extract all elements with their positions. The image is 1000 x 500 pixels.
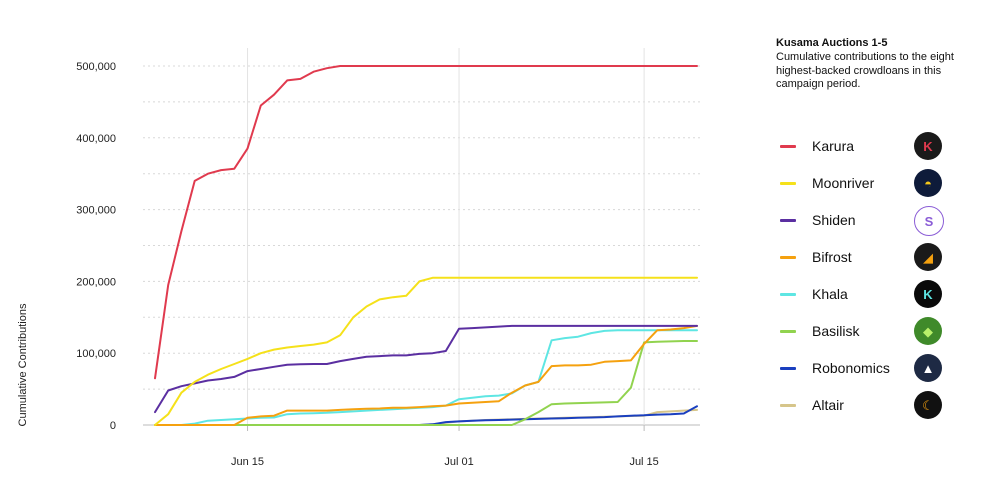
legend-swatch (780, 404, 796, 407)
series-line-basilisk (154, 340, 698, 426)
x-tick-label: Jul 15 (629, 456, 658, 468)
y-tick-label: 200,000 (76, 276, 116, 288)
y-tick-label: 300,000 (76, 205, 116, 217)
y-tick-label: 400,000 (76, 133, 116, 145)
legend-label: Karura (812, 138, 855, 154)
khala-logo-icon: K (914, 280, 942, 308)
moonriver-logo-icon: ◓ (914, 169, 942, 197)
basilisk-logo-icon: ◆ (914, 317, 942, 345)
legend-swatch (780, 182, 796, 185)
legend-item-shiden: Shiden S (776, 202, 976, 239)
chart-title: Kusama Auctions 1-5 (776, 37, 888, 49)
gridlines (143, 48, 700, 426)
series-line-robonomics (154, 405, 698, 426)
legend-swatch (780, 256, 796, 259)
x-tick-label: Jun 15 (231, 456, 264, 468)
y-axis-ticks: 0 100,000 200,000 300,000 400,000 500,000 (76, 61, 116, 432)
legend-label: Altair (812, 397, 844, 413)
legend-item-bifrost: Bifrost ◢ (776, 239, 976, 276)
legend-label: Shiden (812, 212, 856, 228)
series-line-karura (154, 65, 698, 380)
altair-logo-icon: ☾ (914, 391, 942, 419)
y-tick-label: 500,000 (76, 61, 116, 73)
legend-item-moonriver: Moonriver ◓ (776, 165, 976, 202)
line-chart: 0 100,000 200,000 300,000 400,000 500,000 Jun… (17, 48, 700, 468)
bifrost-logo-icon: ◢ (914, 243, 942, 271)
series-line-moonriver (154, 276, 698, 426)
series-line-shiden (154, 324, 698, 414)
series-line-bifrost (154, 324, 698, 426)
karura-logo-icon: K (914, 132, 942, 160)
legend-label: Bifrost (812, 249, 852, 265)
legend-label: Robonomics (812, 360, 890, 376)
legend-swatch (780, 293, 796, 296)
robonomics-logo-icon: ▲ (914, 354, 942, 382)
y-axis-title: Cumulative Contributions (17, 303, 29, 426)
y-tick-label: 0 (110, 420, 116, 432)
legend-item-altair: Altair ☾ (776, 387, 976, 424)
x-axis-ticks: Jun 15 Jul 01 Jul 15 (231, 425, 659, 468)
legend-item-khala: Khala K (776, 276, 976, 313)
x-tick-label: Jul 01 (444, 456, 473, 468)
y-tick-label: 100,000 (76, 348, 116, 360)
legend-swatch (780, 330, 796, 333)
shiden-logo-icon: S (914, 206, 944, 236)
legend-label: Moonriver (812, 175, 875, 191)
legend-label: Basilisk (812, 323, 860, 339)
series-lines (154, 65, 698, 426)
series-line-khala (154, 329, 698, 426)
legend: Karura K Moonriver ◓ Shiden S Bifrost ◢ Khala K Ba… (776, 128, 976, 424)
chart-subtitle: Cumulative contributions to the eight hi… (776, 51, 954, 90)
legend-item-basilisk: Basilisk ◆ (776, 313, 976, 350)
legend-swatch (780, 367, 796, 370)
legend-swatch (780, 219, 796, 222)
legend-item-robonomics: Robonomics ▲ (776, 350, 976, 387)
legend-label: Khala (812, 286, 848, 302)
legend-swatch (780, 145, 796, 148)
legend-item-karura: Karura K (776, 128, 976, 165)
